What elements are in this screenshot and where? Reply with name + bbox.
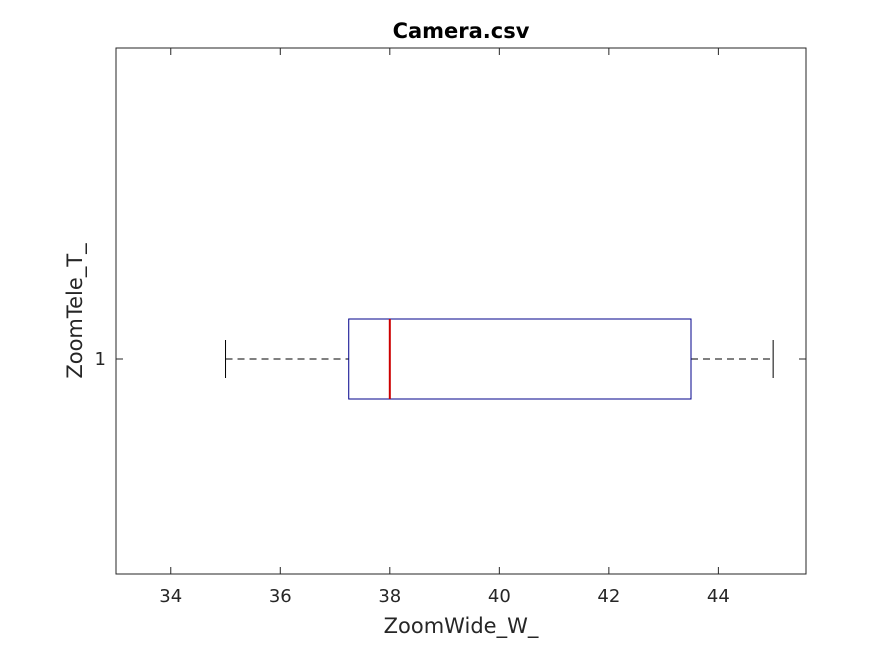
x-tick-label: 34 xyxy=(159,586,182,607)
chart-title: Camera.csv xyxy=(393,19,530,43)
x-tick-label: 42 xyxy=(597,586,620,607)
x-tick-label: 36 xyxy=(269,586,292,607)
plot-area xyxy=(116,48,806,574)
box-marks xyxy=(225,318,774,400)
x-axis-ticks: 34 36 38 40 42 44 xyxy=(159,48,730,607)
iqr-box xyxy=(348,318,692,400)
x-axis-label: ZoomWide_W_ xyxy=(384,614,539,639)
y-tick-label: 1 xyxy=(95,349,106,370)
axes-frame xyxy=(115,47,807,575)
x-tick-label: 40 xyxy=(488,586,511,607)
y-axis-label: ZoomTele_T_ xyxy=(63,243,88,379)
y-axis-ticks: 1 xyxy=(95,349,806,370)
x-tick-label: 38 xyxy=(378,586,401,607)
x-tick-label: 44 xyxy=(707,586,730,607)
